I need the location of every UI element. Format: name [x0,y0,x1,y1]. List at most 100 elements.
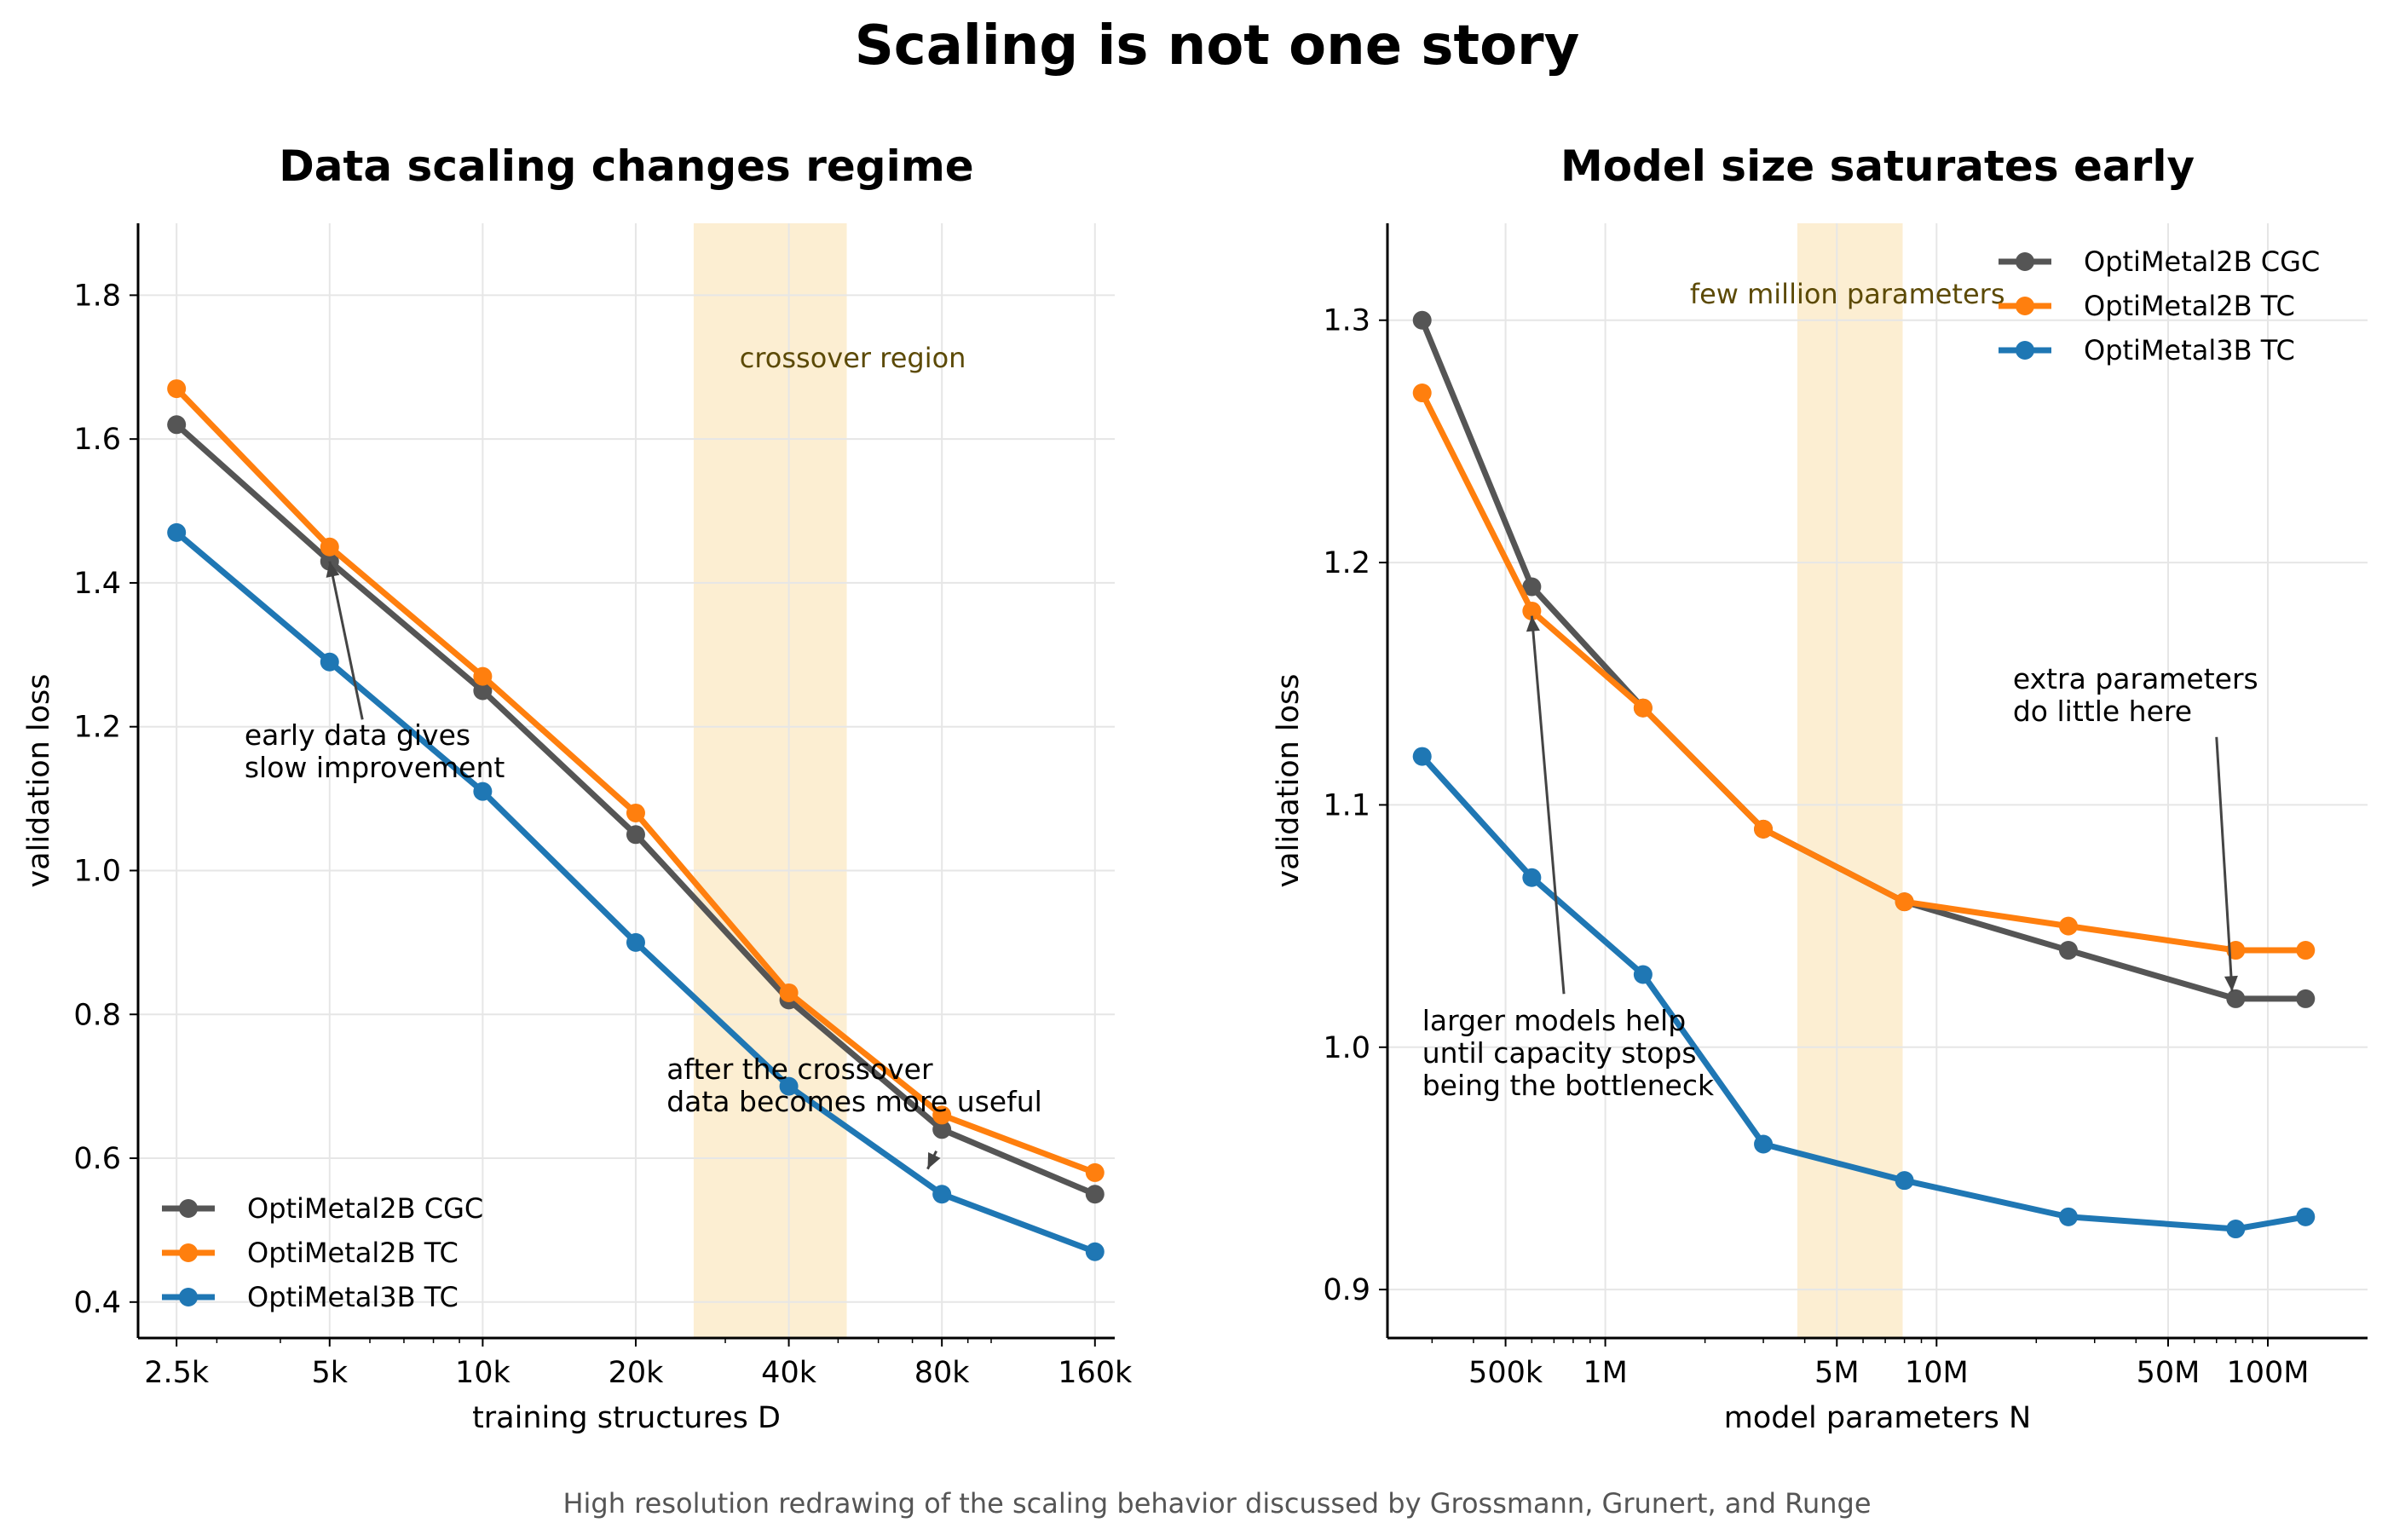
x-tick-label: 5M [1814,1356,1859,1390]
annotation-arrowhead [1526,615,1540,632]
data-point [626,803,645,822]
y-tick-label: 1.4 [73,567,121,601]
x-tick-label: 100M [2226,1356,2309,1390]
data-point [473,782,493,801]
data-point [1522,577,1542,597]
data-point [932,1105,952,1125]
data-point [473,681,493,701]
legend-label: OptiMetal2B TC [2084,290,2295,322]
data-point [2058,941,2078,960]
data-point [1754,819,1774,839]
annotation-text: after the crossover [666,1053,933,1086]
annotation-arrow [1530,615,1566,995]
data-point [167,522,187,542]
x-axis-label: model parameters N [1724,1401,2031,1435]
chart-title: Model size saturates early [1560,141,2195,191]
legend-swatch-marker [179,1243,198,1262]
data-point [1895,1171,1914,1191]
legend: OptiMetal2B CGC OptiMetal2B TC OptiMetal3B… [1999,245,2320,366]
data-point [473,666,493,686]
data-point [1522,601,1542,620]
data-point [2296,941,2316,960]
legend-swatch-marker [179,1288,198,1306]
figure-title: Scaling is not one story [855,14,1580,78]
data-point [932,1185,952,1204]
y-tick-label: 0.9 [1323,1273,1370,1307]
x-tick-label: 1M [1583,1356,1627,1390]
x-axis-label: training structures D [472,1401,781,1435]
y-tick-label: 1.8 [73,279,121,313]
figure-caption: High resolution redrawing of the scaling… [562,1487,1871,1520]
series-line-optimetal3b-tc [1419,753,2309,1232]
data-point [1085,1185,1105,1204]
legend-swatch-marker [2016,252,2034,271]
data-point [1085,1162,1105,1182]
data-point [320,537,339,557]
x-tick-label: 80k [914,1356,971,1390]
data-point [1895,892,1914,912]
data-point [2058,916,2078,936]
x-tick-label: 10k [455,1356,511,1390]
y-axis-label: validation loss [1272,673,1306,887]
y-tick-label: 1.6 [73,423,121,457]
data-point [1633,965,1653,984]
data-point [2296,1207,2316,1226]
y-tick-label: 0.8 [73,998,121,1032]
x-tick-label: 50M [2137,1356,2201,1390]
y-tick-label: 1.2 [1323,546,1370,580]
x-tick-label: 5k [312,1356,349,1390]
legend-label: OptiMetal3B TC [247,1281,459,1313]
y-tick-label: 1.2 [73,711,121,745]
legend: OptiMetal2B CGC OptiMetal2B TC OptiMetal3B… [162,1192,483,1313]
data-point [626,825,645,845]
data-point [2226,989,2246,1008]
y-tick-label: 1.3 [1323,304,1370,338]
x-tick-label: 20k [609,1356,665,1390]
y-axis-label: validation loss [22,673,56,887]
annotation-text: early data gives [245,718,470,752]
data-point [167,415,187,435]
data-point [626,932,645,952]
x-tick-label: 500k [1468,1356,1543,1390]
data-point [1754,1134,1774,1154]
data-point [779,1076,799,1096]
annotation-text: do little here [2013,695,2192,728]
band-label: few million parameters [1690,278,2005,310]
y-tick-label: 0.6 [73,1142,121,1176]
legend-label: OptiMetal2B CGC [2084,245,2320,278]
legend-label: OptiMetal3B TC [2084,334,2295,366]
x-tick-label: 2.5k [144,1356,210,1390]
annotation-arrowhead [326,561,340,578]
annotation-arrow [328,561,364,720]
legend-label: OptiMetal2B TC [247,1237,459,1269]
data-point [1633,698,1653,718]
annotation-arrowhead [927,1152,941,1169]
model-size-chart: few million parameters larger models help… [1272,141,2368,1435]
data-point [1522,868,1542,887]
y-tick-label: 1.0 [73,854,121,888]
highlight-band [1797,223,1903,1338]
annotation-text: being the bottleneck [1422,1069,1715,1102]
legend-swatch-marker [2016,297,2034,315]
legend-swatch-marker [2016,341,2034,360]
legend-swatch-marker [179,1199,198,1218]
annotation-text: slow improvement [245,751,505,784]
data-point [1412,384,1432,403]
y-tick-label: 1.1 [1323,788,1370,822]
x-tick-label: 160k [1058,1356,1133,1390]
data-point [167,379,187,399]
data-point [320,652,339,672]
x-tick-label: 10M [1905,1356,1969,1390]
annotation-text: extra parameters [2013,662,2258,695]
annotation-arrowhead [2224,975,2238,992]
plot-area [1412,310,2316,1239]
y-tick-label: 0.4 [73,1286,121,1320]
annotation-text: larger models help [1422,1004,1686,1037]
data-point [1412,310,1432,330]
annotation-arrow [2215,736,2234,992]
data-point [779,983,799,1002]
data-point [2226,1220,2246,1239]
legend-label: OptiMetal2B CGC [247,1192,483,1225]
